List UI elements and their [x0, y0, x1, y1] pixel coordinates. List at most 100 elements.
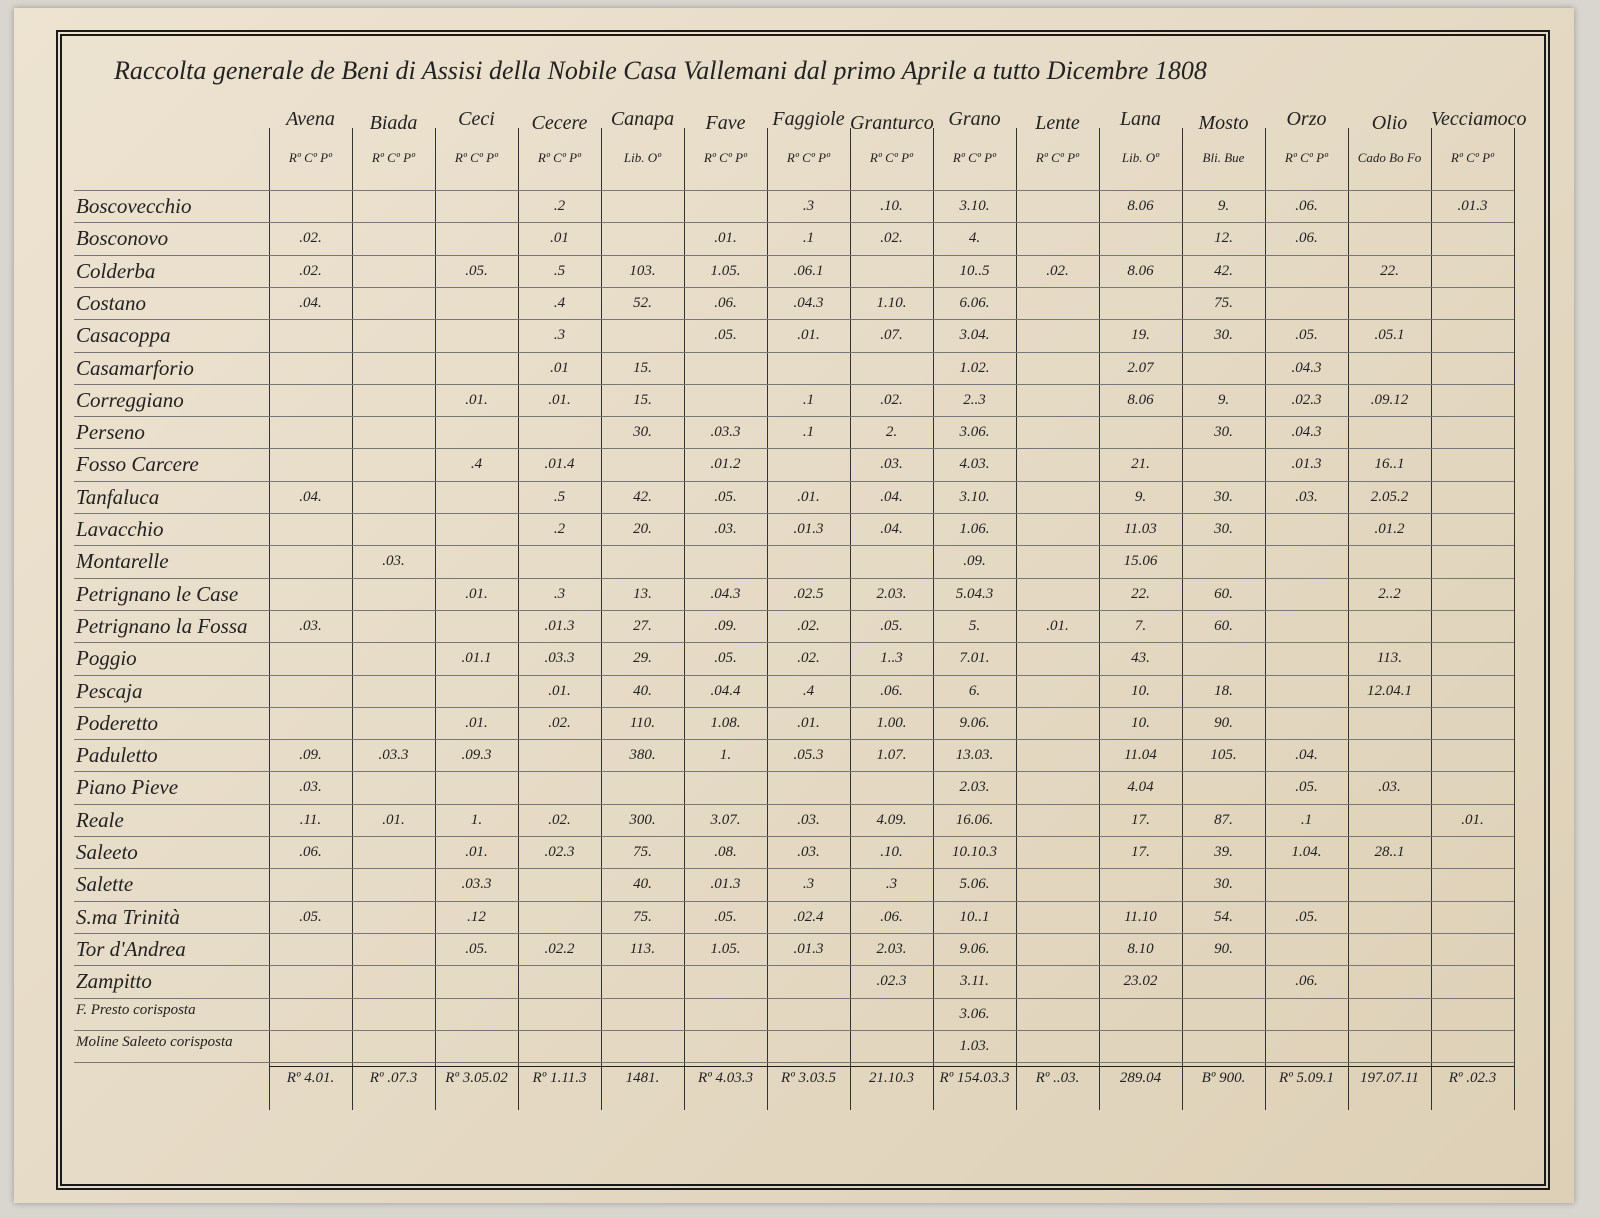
value-cell: .3 [802, 198, 815, 214]
value-cell: .05. [465, 940, 488, 957]
value-cell: 3.10. [959, 198, 990, 214]
column-header: Faggiole [772, 108, 845, 130]
value-cell: .05. [714, 908, 737, 925]
value-cell: 39. [1214, 844, 1233, 860]
value-cell: 9.06. [959, 940, 990, 957]
unit-header: Bli. Bue [1202, 150, 1245, 165]
value-cell: .01. [797, 714, 820, 731]
row-label: Montarelle [76, 549, 169, 574]
row-rule [74, 868, 1514, 870]
row-rule [74, 513, 1514, 514]
value-cell: .02. [880, 391, 903, 408]
row-rule [74, 416, 1514, 418]
row-label: Lavacchio [76, 517, 164, 541]
value-cell: .02. [797, 617, 820, 634]
value-cell: .03.3 [710, 424, 741, 441]
unit-header: Rº Cº Pº [1450, 150, 1495, 165]
value-cell: .01. [465, 844, 488, 860]
column-rule [1099, 128, 1100, 1111]
column-rule [601, 128, 602, 1111]
row-label: Poderetto [76, 710, 159, 735]
value-cell: 90. [1214, 940, 1233, 957]
unit-header: Rº Cº Pº [454, 150, 499, 165]
value-cell: 11.10 [1124, 908, 1157, 925]
value-cell: 3.06. [959, 424, 990, 441]
value-cell: 8.10 [1127, 940, 1154, 957]
value-cell: 9. [1217, 198, 1230, 214]
value-cell: 16..1 [1374, 456, 1405, 473]
total-cell: Rº .02.3 [1448, 1070, 1497, 1087]
total-cell: 21.10.3 [869, 1070, 914, 1087]
value-cell: 4.04 [1127, 779, 1154, 796]
value-cell: .09.12 [1370, 391, 1409, 408]
value-cell: .06. [1295, 973, 1318, 990]
value-cell: 300. [629, 811, 656, 828]
value-cell: .01. [797, 488, 820, 505]
value-cell: 9. [1134, 488, 1147, 505]
value-cell: .01. [797, 327, 820, 344]
value-cell: .4 [470, 456, 483, 473]
value-cell: .09. [963, 553, 986, 570]
value-cell: .01.3 [793, 521, 824, 537]
value-cell: .06. [299, 844, 322, 860]
row-rule [74, 803, 1514, 805]
total-cell: 197.07.11 [1360, 1070, 1419, 1087]
row-label: Tor d'Andrea [76, 936, 186, 961]
value-cell: 18. [1214, 682, 1233, 699]
row-label: Pescaja [76, 678, 143, 703]
value-cell: .01.3 [1457, 198, 1488, 214]
border-frame [56, 30, 1550, 1190]
value-cell: .02. [299, 230, 322, 247]
row-label: Salette [76, 872, 134, 897]
value-cell: .03. [714, 521, 737, 537]
row-label: S.ma Trinità [76, 904, 180, 929]
row-rule [74, 480, 1514, 482]
value-cell: 22. [1380, 262, 1399, 279]
value-cell: .04.3 [793, 294, 824, 311]
row-label: Reale [76, 807, 124, 832]
unit-header: Rº Cº Pº [952, 150, 997, 165]
value-cell: 27. [633, 617, 652, 634]
row-rule [74, 609, 1514, 611]
total-cell: Rº 4.01. [286, 1070, 335, 1087]
value-cell: 30. [1214, 876, 1233, 893]
value-cell: 2.07 [1127, 359, 1154, 376]
row-label: Saleeto [76, 840, 138, 864]
value-cell: 5.06. [959, 876, 990, 893]
row-label: Fosso Carcere [76, 452, 199, 477]
value-cell: 40. [633, 876, 652, 893]
value-cell: .04. [299, 294, 322, 311]
value-cell: 52. [633, 294, 652, 311]
value-cell: 15. [633, 359, 652, 376]
unit-header: Rº Cº Pº [537, 150, 582, 165]
value-cell: 54. [1214, 908, 1233, 925]
column-header: Grano [948, 108, 1001, 130]
value-cell: .03. [1378, 779, 1401, 796]
value-cell: .07. [880, 327, 903, 344]
value-cell: 4. [968, 230, 981, 247]
value-cell: 19. [1131, 327, 1150, 344]
value-cell: .1 [802, 424, 815, 441]
column-header: Orzo [1286, 108, 1327, 130]
row-rule [74, 836, 1514, 837]
value-cell: 1.00. [876, 714, 907, 731]
value-cell: 1.06. [959, 521, 990, 537]
value-cell: 30. [1214, 424, 1233, 441]
total-rule [269, 1066, 1514, 1068]
column-header: Lana [1119, 108, 1162, 130]
value-cell: .01.3 [793, 940, 824, 957]
value-cell: 8.06 [1127, 262, 1154, 279]
value-cell: 17. [1131, 811, 1150, 828]
value-cell: 4.09. [876, 811, 907, 828]
value-cell: 1.10. [876, 294, 907, 311]
total-cell: 289.04 [1119, 1070, 1162, 1087]
value-cell: 5. [968, 617, 981, 634]
row-rule [74, 674, 1514, 676]
value-cell: 12. [1214, 230, 1233, 247]
value-cell: .02. [299, 262, 322, 279]
unit-header: Rº Cº Pº [288, 150, 333, 165]
row-rule [74, 254, 1514, 256]
row-label: Correggiano [76, 387, 184, 412]
column-rule [1182, 128, 1183, 1111]
value-cell: .05. [1295, 327, 1318, 344]
